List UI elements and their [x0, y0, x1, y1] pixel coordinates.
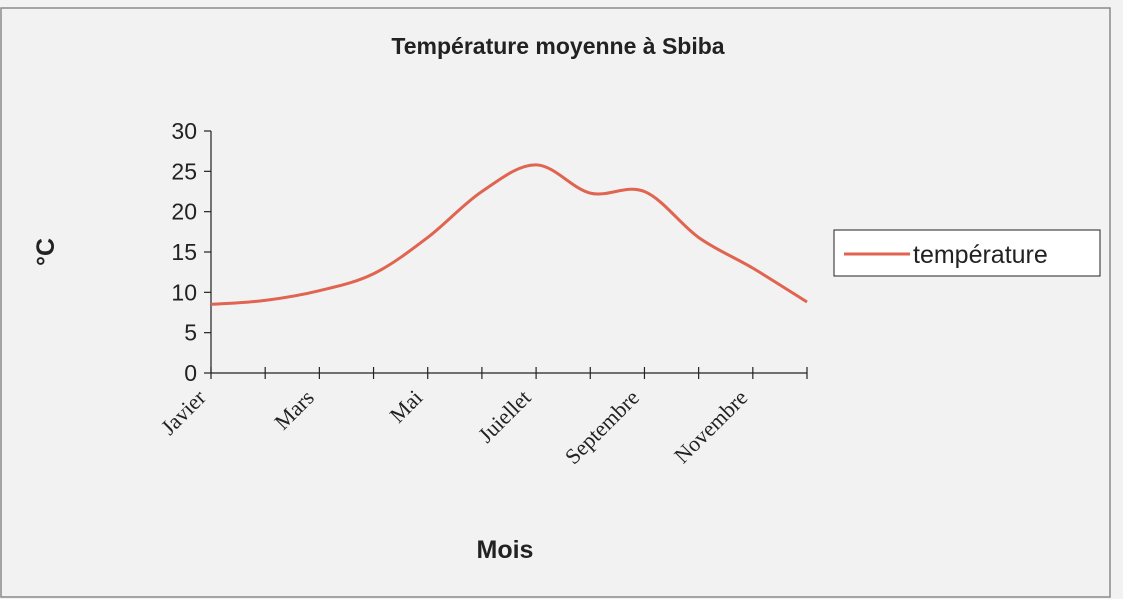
y-axis-title: °C [32, 238, 60, 266]
data-point [643, 190, 646, 193]
series-line-temperature [210, 163, 808, 306]
data-point [372, 272, 375, 275]
x-axis-title: Mois [477, 536, 534, 564]
y-tick-label: 20 [171, 199, 197, 225]
data-point [589, 192, 592, 195]
data-point [210, 303, 213, 306]
data-point [806, 301, 809, 304]
data-point [318, 289, 321, 292]
legend-label: température [913, 241, 1048, 269]
chart-title: Température moyenne à Sbiba [391, 33, 724, 59]
y-tick-label: 15 [171, 239, 197, 265]
data-point [426, 236, 429, 239]
data-point [697, 236, 700, 239]
y-tick-label: 10 [171, 279, 197, 305]
data-point [751, 267, 754, 270]
y-tick-label: 0 [184, 360, 197, 386]
y-tick-label: 5 [184, 320, 197, 346]
y-tick-label: 30 [171, 118, 197, 144]
chart-border [0, 7, 1111, 598]
legend: température [833, 229, 1101, 277]
series-layer [210, 163, 809, 306]
data-point [535, 163, 538, 166]
y-axis: 0 5 10 15 20 25 30 [171, 118, 212, 386]
data-point [480, 190, 483, 193]
y-tick-label: 25 [171, 158, 197, 184]
data-point [264, 299, 267, 302]
